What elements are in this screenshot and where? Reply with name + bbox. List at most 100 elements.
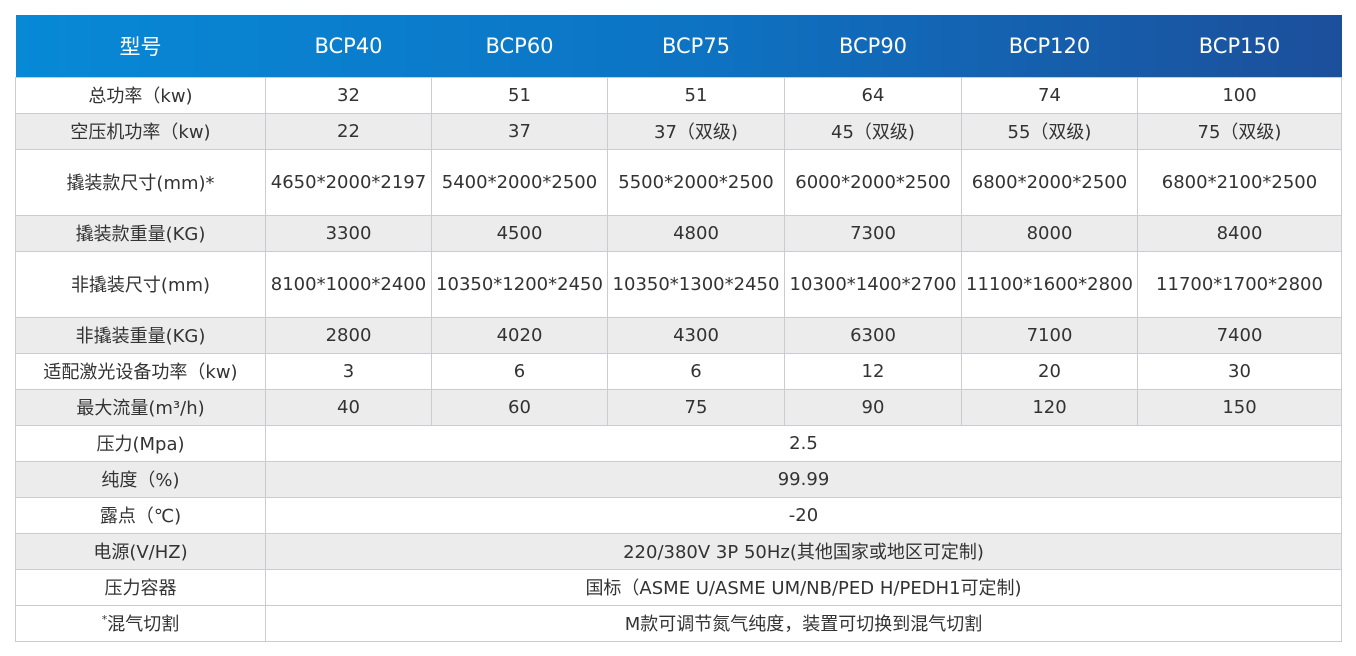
cell-value: 37 <box>431 112 608 150</box>
table-row: 压力(Mpa) 2.5 <box>15 424 1342 462</box>
row-label-text: 撬装款尺寸(mm)* <box>66 173 215 194</box>
row-label: 非撬装尺寸(mm) <box>15 250 266 318</box>
header-model-bcp90: BCP90 <box>838 33 908 58</box>
row-label-text: 纯度（%) <box>101 470 180 491</box>
cell-value: 8100*1000*2400 <box>265 250 432 318</box>
cell-value: 2800 <box>265 316 432 354</box>
cell-value: 7400 <box>1137 316 1342 354</box>
row-label: 压力容器 <box>15 568 266 606</box>
cell-value: 32 <box>265 76 432 114</box>
cell-value: 6 <box>431 352 608 390</box>
table-row: 纯度（%) 99.99 <box>15 460 1342 498</box>
table-row: *混气切割 M款可调节氮气纯度，装置可切换到混气切割 <box>15 604 1342 642</box>
table-row: 非撬装尺寸(mm) 8100*1000*2400 10350*1200*2450 10… <box>15 250 1342 318</box>
cell-value: 3300 <box>265 214 432 252</box>
row-label: 撬装款尺寸(mm)* <box>15 148 266 216</box>
row-label-text: 总功率（kw) <box>88 86 193 107</box>
cell-value: 3 <box>265 352 432 390</box>
row-label: 空压机功率（kw) <box>15 112 266 150</box>
row-value: -20 <box>265 496 1342 534</box>
table-row: 撬装款尺寸(mm)* 4650*2000*2197 5400*2000*2500 55… <box>15 148 1342 216</box>
row-value: 2.5 <box>265 424 1342 462</box>
row-label-text: 压力容器 <box>104 578 177 599</box>
row-label: *混气切割 <box>15 604 266 642</box>
header-model-bcp120: BCP120 <box>1008 33 1091 58</box>
cell-value: 11100*1600*2800 <box>961 250 1138 318</box>
cell-value: 40 <box>265 388 432 426</box>
row-label: 露点（℃) <box>15 496 266 534</box>
row-label-text: 电源(V/HZ) <box>93 542 188 563</box>
cell-value: 150 <box>1137 388 1342 426</box>
cell-value: 4500 <box>431 214 608 252</box>
cell-value: 20 <box>961 352 1138 390</box>
table-row: 最大流量(m³/h) 40 60 75 90 120 150 <box>15 388 1342 426</box>
row-value: 220/380V 3P 50Hz(其他国家或地区可定制) <box>265 532 1342 570</box>
cell-value: 10300*1400*2700 <box>784 250 962 318</box>
header-model-label: 型号 <box>119 34 162 59</box>
cell-value: 74 <box>961 76 1138 114</box>
cell-value: 4300 <box>607 316 785 354</box>
cell-value: 8000 <box>961 214 1138 252</box>
cell-value: 37（双级) <box>607 112 785 150</box>
row-label-text: 适配激光设备功率（kw) <box>43 362 238 383</box>
row-label: 纯度（%) <box>15 460 266 498</box>
cell-value: 120 <box>961 388 1138 426</box>
header-model-bcp75: BCP75 <box>661 33 731 58</box>
table-row: 空压机功率（kw) 22 37 37（双级) 45（双级) 55（双级) 75（双级) <box>15 112 1342 150</box>
cell-value: 10350*1200*2450 <box>431 250 608 318</box>
header-row: 型号 BCP40 BCP60 BCP75 BCP90 BCP120 BCP150 <box>15 15 1342 77</box>
row-label-text: 露点（℃) <box>99 506 182 527</box>
cell-value: 6000*2000*2500 <box>784 148 962 216</box>
cell-value: 6800*2000*2500 <box>961 148 1138 216</box>
row-label: 适配激光设备功率（kw) <box>15 352 266 390</box>
cell-value: 7100 <box>961 316 1138 354</box>
cell-value: 11700*1700*2800 <box>1137 250 1342 318</box>
cell-value: 30 <box>1137 352 1342 390</box>
cell-value: 51 <box>431 76 608 114</box>
row-label: 总功率（kw) <box>15 76 266 114</box>
cell-value: 7300 <box>784 214 962 252</box>
row-label-text: 压力(Mpa) <box>96 434 185 455</box>
table-row: 总功率（kw) 32 51 51 64 74 100 <box>15 76 1342 114</box>
cell-value: 75 <box>607 388 785 426</box>
cell-value: 64 <box>784 76 962 114</box>
footnote-mark: * <box>101 613 108 626</box>
table-row: 露点（℃) -20 <box>15 496 1342 534</box>
table-row: 适配激光设备功率（kw) 3 6 6 12 20 30 <box>15 352 1342 390</box>
header-model-bcp40: BCP40 <box>314 33 383 58</box>
table-row: 压力容器 国标（ASME U/ASME UM/NB/PED H/PEDH1可定制) <box>15 568 1342 606</box>
row-value: 国标（ASME U/ASME UM/NB/PED H/PEDH1可定制) <box>265 568 1342 606</box>
cell-value: 51 <box>607 76 785 114</box>
cell-value: 45（双级) <box>784 112 962 150</box>
cell-value: 90 <box>784 388 962 426</box>
row-value: M款可调节氮气纯度，装置可切换到混气切割 <box>265 604 1342 642</box>
cell-value: 4800 <box>607 214 785 252</box>
table-row: 电源(V/HZ) 220/380V 3P 50Hz(其他国家或地区可定制) <box>15 532 1342 570</box>
row-label: 撬装款重量(KG) <box>15 214 266 252</box>
row-label-text: 非撬装尺寸(mm) <box>70 275 211 296</box>
row-label-text: 撬装款重量(KG) <box>75 224 206 245</box>
row-label: 最大流量(m³/h) <box>15 388 266 426</box>
row-label-text: 空压机功率（kw) <box>70 122 211 143</box>
row-label: 压力(Mpa) <box>15 424 266 462</box>
cell-value: 6800*2100*2500 <box>1137 148 1342 216</box>
cell-value: 4650*2000*2197 <box>265 148 432 216</box>
cell-value: 22 <box>265 112 432 150</box>
row-label: 非撬装重量(KG) <box>15 316 266 354</box>
cell-value: 6 <box>607 352 785 390</box>
spec-table: 型号 BCP40 BCP60 BCP75 BCP90 BCP120 BCP150 总功率（k… <box>15 15 1342 642</box>
table-row: 非撬装重量(KG) 2800 4020 4300 6300 7100 7400 <box>15 316 1342 354</box>
cell-value: 6300 <box>784 316 962 354</box>
cell-value: 4020 <box>431 316 608 354</box>
row-value: 99.99 <box>265 460 1342 498</box>
cell-value: 55（双级) <box>961 112 1138 150</box>
cell-value: 5500*2000*2500 <box>607 148 785 216</box>
header-model-bcp60: BCP60 <box>485 33 554 58</box>
cell-value: 75（双级) <box>1137 112 1342 150</box>
row-label-text: 非撬装重量(KG) <box>75 326 206 347</box>
cell-value: 10350*1300*2450 <box>607 250 785 318</box>
row-label: 电源(V/HZ) <box>15 532 266 570</box>
cell-value: 12 <box>784 352 962 390</box>
row-label-text: 混气切割 <box>107 614 180 635</box>
header-model-bcp150: BCP150 <box>1198 33 1281 58</box>
